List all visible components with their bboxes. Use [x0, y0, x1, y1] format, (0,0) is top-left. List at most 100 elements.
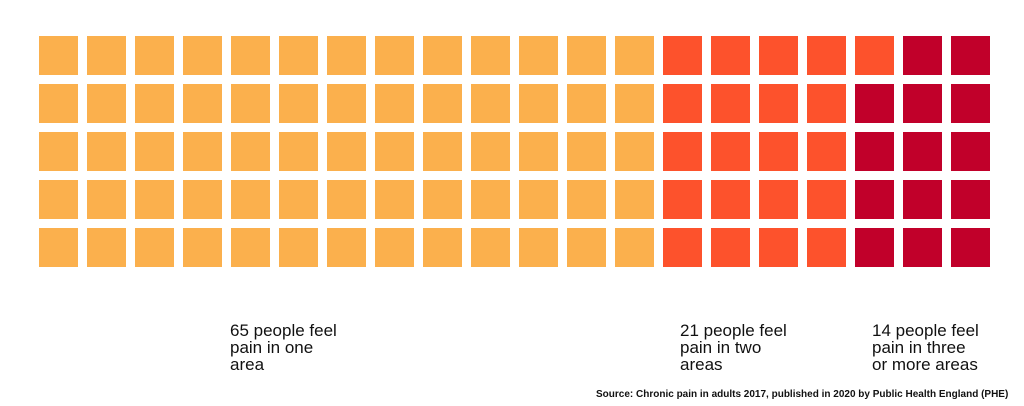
- waffle-cell: [279, 84, 318, 123]
- waffle-cell: [759, 180, 798, 219]
- waffle-cell: [279, 180, 318, 219]
- waffle-cell: [903, 228, 942, 267]
- waffle-cell: [135, 84, 174, 123]
- waffle-cell: [39, 36, 78, 75]
- waffle-cell: [711, 132, 750, 171]
- waffle-cell: [183, 180, 222, 219]
- waffle-cell: [87, 180, 126, 219]
- waffle-cell: [951, 228, 990, 267]
- waffle-cell: [855, 36, 894, 75]
- waffle-cell: [807, 84, 846, 123]
- waffle-cell: [567, 180, 606, 219]
- waffle-cell: [519, 36, 558, 75]
- waffle-cell: [711, 228, 750, 267]
- waffle-cell: [183, 228, 222, 267]
- waffle-cell: [375, 132, 414, 171]
- waffle-cell: [39, 180, 78, 219]
- waffle-cell: [807, 132, 846, 171]
- waffle-cell: [663, 228, 702, 267]
- waffle-cell: [327, 180, 366, 219]
- waffle-cell: [279, 36, 318, 75]
- waffle-cell: [327, 132, 366, 171]
- waffle-cell: [951, 36, 990, 75]
- waffle-cell: [183, 36, 222, 75]
- waffle-cell: [951, 180, 990, 219]
- waffle-cell: [951, 132, 990, 171]
- waffle-cell: [87, 36, 126, 75]
- waffle-cell: [135, 228, 174, 267]
- waffle-cell: [327, 228, 366, 267]
- waffle-cell: [759, 36, 798, 75]
- waffle-cell: [567, 36, 606, 75]
- waffle-cell: [327, 84, 366, 123]
- waffle-cell: [423, 228, 462, 267]
- waffle-cell: [615, 180, 654, 219]
- waffle-cell: [615, 36, 654, 75]
- waffle-cell: [423, 84, 462, 123]
- waffle-cell: [807, 180, 846, 219]
- waffle-cell: [279, 132, 318, 171]
- waffle-cell: [615, 132, 654, 171]
- waffle-cell: [327, 36, 366, 75]
- category-label-three-or-more-areas: 14 people feel pain in three or more are…: [872, 321, 979, 374]
- waffle-cell: [903, 84, 942, 123]
- waffle-cell: [711, 36, 750, 75]
- waffle-cell: [807, 36, 846, 75]
- waffle-cell: [231, 228, 270, 267]
- waffle-chart: [39, 36, 990, 267]
- waffle-cell: [567, 84, 606, 123]
- waffle-cell: [87, 84, 126, 123]
- waffle-cell: [663, 84, 702, 123]
- waffle-cell: [903, 132, 942, 171]
- waffle-cell: [183, 84, 222, 123]
- waffle-cell: [615, 228, 654, 267]
- waffle-cell: [759, 228, 798, 267]
- waffle-cell: [855, 132, 894, 171]
- waffle-cell: [183, 132, 222, 171]
- waffle-cell: [423, 180, 462, 219]
- waffle-cell: [711, 84, 750, 123]
- waffle-cell: [471, 36, 510, 75]
- waffle-cell: [39, 228, 78, 267]
- waffle-cell: [855, 84, 894, 123]
- waffle-cell: [663, 36, 702, 75]
- waffle-cell: [855, 228, 894, 267]
- waffle-cell: [519, 180, 558, 219]
- waffle-cell: [471, 84, 510, 123]
- waffle-cell: [423, 36, 462, 75]
- waffle-cell: [375, 228, 414, 267]
- waffle-cell: [807, 228, 846, 267]
- waffle-cell: [615, 84, 654, 123]
- waffle-cell: [39, 132, 78, 171]
- waffle-cell: [855, 180, 894, 219]
- waffle-cell: [231, 36, 270, 75]
- waffle-cell: [951, 84, 990, 123]
- waffle-cell: [375, 180, 414, 219]
- waffle-cell: [231, 132, 270, 171]
- source-note: Source: Chronic pain in adults 2017, pub…: [596, 389, 1009, 400]
- waffle-cell: [471, 228, 510, 267]
- waffle-cell: [375, 84, 414, 123]
- waffle-cell: [375, 36, 414, 75]
- waffle-cell: [279, 228, 318, 267]
- waffle-cell: [711, 180, 750, 219]
- waffle-cell: [135, 132, 174, 171]
- waffle-cell: [663, 132, 702, 171]
- waffle-cell: [87, 228, 126, 267]
- waffle-cell: [567, 228, 606, 267]
- waffle-cell: [663, 180, 702, 219]
- waffle-cell: [519, 84, 558, 123]
- category-label-two-areas: 21 people feel pain in two areas: [680, 321, 787, 374]
- waffle-cell: [135, 180, 174, 219]
- waffle-cell: [903, 180, 942, 219]
- waffle-cell: [471, 180, 510, 219]
- waffle-cell: [903, 36, 942, 75]
- waffle-cell: [39, 84, 78, 123]
- waffle-cell: [759, 84, 798, 123]
- category-label-one-area: 65 people feel pain in one area: [230, 321, 337, 374]
- waffle-cell: [519, 132, 558, 171]
- waffle-cell: [567, 132, 606, 171]
- waffle-cell: [519, 228, 558, 267]
- waffle-cell: [231, 180, 270, 219]
- waffle-cell: [423, 132, 462, 171]
